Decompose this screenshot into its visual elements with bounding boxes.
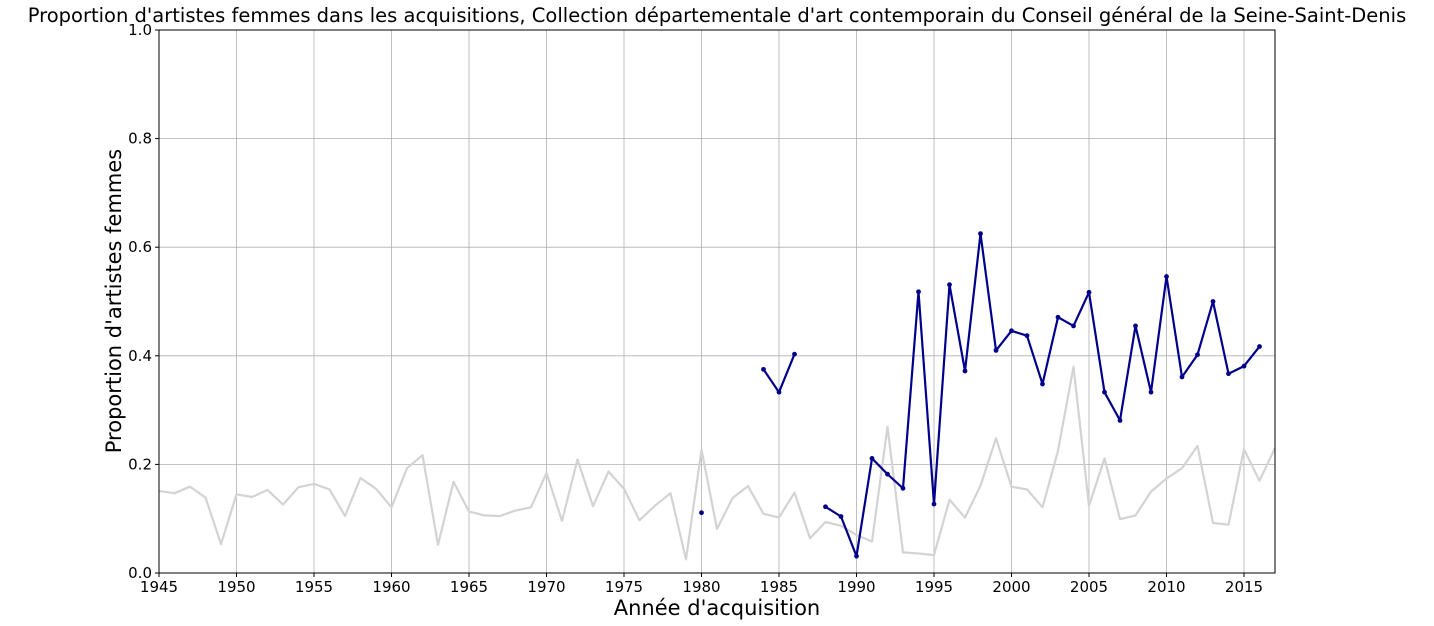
x-tick-label: 2015 [1225, 578, 1263, 596]
y-tick-label: 0.6 [128, 238, 152, 256]
main-series-point [699, 510, 704, 516]
y-tick-label: 0.8 [128, 130, 152, 148]
y-axis-ticks: 0.0 0.2 0.4 0.6 0.8 1.0 [128, 21, 159, 582]
main-series-point [1024, 333, 1030, 339]
main-series-point [916, 289, 921, 295]
main-series-point [931, 501, 937, 507]
x-tick-label: 1965 [450, 578, 488, 596]
x-tick-label: 1955 [295, 578, 333, 596]
main-series-point [776, 389, 782, 395]
x-tick-label: 1975 [605, 578, 643, 596]
x-tick-label: 1970 [527, 578, 565, 596]
main-series-point [1226, 371, 1231, 377]
main-series-point [869, 456, 875, 461]
main-series-point [1164, 274, 1169, 279]
main-series-point [838, 514, 844, 519]
x-tick-label: 1960 [372, 578, 410, 596]
main-series-point [1086, 289, 1092, 295]
main-series-point [1117, 418, 1123, 423]
main-series-point [1148, 389, 1154, 395]
reference-series-line [158, 365, 1276, 561]
main-series-point [1257, 344, 1262, 349]
main-series-point [993, 347, 999, 353]
x-tick-label: 2010 [1147, 578, 1185, 596]
main-series-point [792, 351, 797, 357]
x-tick-label: 1985 [760, 578, 798, 596]
main-series-point [1102, 389, 1107, 395]
main-series-point [823, 504, 828, 510]
main-series-point [1009, 328, 1014, 334]
main-series-point [1040, 381, 1045, 387]
main-series-point [1241, 363, 1247, 369]
y-tick-label: 0.4 [128, 347, 152, 365]
chart-title: Proportion d'artistes femmes dans les ac… [28, 4, 1407, 27]
main-series-point [854, 553, 859, 559]
plot-frame [158, 29, 1276, 574]
main-series-point [1179, 374, 1185, 380]
x-axis-label: Année d'acquisition [614, 596, 821, 620]
main-series-point [885, 471, 890, 477]
x-tick-label: 1980 [682, 578, 720, 596]
main-series-point [900, 485, 906, 491]
reference-series [158, 365, 1276, 561]
main-series-point [947, 282, 952, 288]
main-series-point [1195, 352, 1200, 358]
main-series [699, 231, 1262, 559]
main-series-point [1210, 299, 1216, 304]
x-tick-label: 2005 [1070, 578, 1108, 596]
main-series-point [962, 368, 968, 374]
main-series-point [1055, 314, 1061, 320]
main-series-point [978, 231, 983, 237]
x-tick-label: 1995 [915, 578, 953, 596]
main-series-point [761, 366, 766, 372]
y-tick-label: 0.2 [128, 455, 152, 473]
main-series-point [1133, 323, 1138, 329]
y-tick-label: 1.0 [128, 21, 152, 39]
x-tick-label: 2000 [992, 578, 1030, 596]
x-tick-label: 1950 [217, 578, 255, 596]
main-series-point [1071, 323, 1076, 329]
x-tick-label: 1990 [837, 578, 875, 596]
y-axis-label: Proportion d'artistes femmes [102, 149, 126, 454]
y-tick-label: 0.0 [128, 564, 152, 582]
gridlines [158, 29, 1275, 574]
x-axis-ticks: 1945 1950 1955 1960 1965 1970 1975 1980 1985 1990… [140, 573, 1263, 596]
x-tick-label: 1945 [140, 578, 178, 596]
